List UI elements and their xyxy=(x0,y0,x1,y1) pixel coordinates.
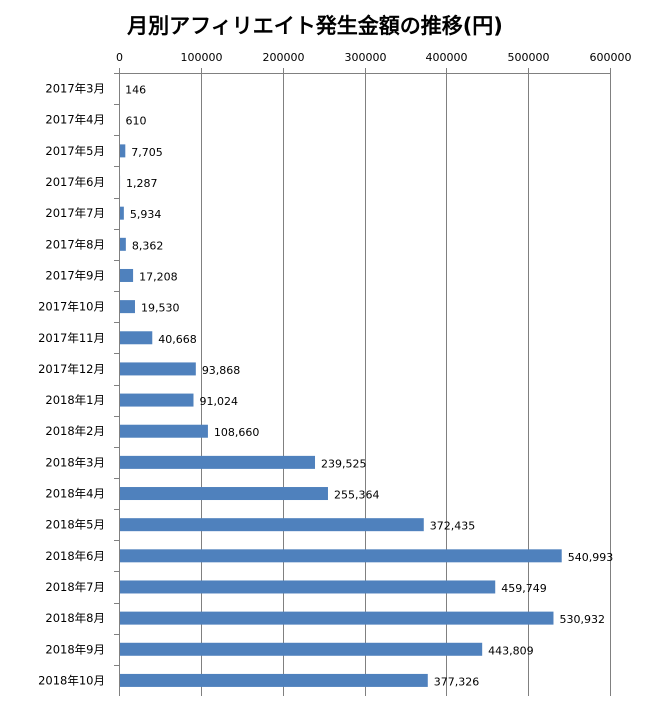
x-tick-label: 400000 xyxy=(426,51,468,64)
category-label: 2017年12月 xyxy=(38,362,105,376)
category-label: 2017年7月 xyxy=(45,206,105,220)
value-label: 146 xyxy=(125,84,146,97)
value-label: 108,660 xyxy=(214,426,260,439)
bar xyxy=(120,673,428,687)
category-label: 2018年5月 xyxy=(45,518,105,532)
category-label: 2018年1月 xyxy=(45,393,105,407)
value-label: 91,024 xyxy=(199,395,238,408)
bar xyxy=(120,487,328,501)
bar xyxy=(120,331,153,345)
value-label: 377,326 xyxy=(434,675,480,688)
bar xyxy=(120,611,554,625)
category-label: 2017年3月 xyxy=(45,82,105,96)
category-label: 2017年9月 xyxy=(45,268,105,282)
bar xyxy=(120,518,424,532)
category-label: 2017年4月 xyxy=(45,113,105,127)
value-label: 530,932 xyxy=(559,613,605,626)
bar xyxy=(120,206,124,220)
bar xyxy=(120,237,126,251)
x-axis-ticks: 0 100000 200000 300000 400000 500000 600000 xyxy=(116,51,632,74)
value-labels: 146 610 7,705 1,287 5,934 8,362 17,208 19,530 40… xyxy=(125,84,613,689)
x-tick-label: 100000 xyxy=(181,51,223,64)
bar xyxy=(120,642,483,656)
bar xyxy=(120,362,196,376)
category-label: 2018年4月 xyxy=(45,487,105,501)
bar xyxy=(120,580,496,594)
category-label: 2018年10月 xyxy=(38,673,105,687)
value-label: 239,525 xyxy=(321,457,367,470)
value-label: 8,362 xyxy=(132,239,164,252)
bar xyxy=(120,393,194,407)
value-label: 7,705 xyxy=(131,146,163,159)
x-tick-label: 300000 xyxy=(345,51,387,64)
x-tick-label: 600000 xyxy=(590,51,632,64)
value-label: 40,668 xyxy=(158,333,197,346)
chart-title: 月別アフィリエイト発生金額の推移(円) xyxy=(126,14,503,38)
gridlines xyxy=(201,73,611,696)
bar xyxy=(120,549,562,563)
bar xyxy=(120,268,134,282)
bar xyxy=(120,455,316,469)
category-label: 2018年2月 xyxy=(45,424,105,438)
category-label: 2017年11月 xyxy=(38,331,105,345)
value-label: 540,993 xyxy=(568,551,614,564)
category-label: 2017年5月 xyxy=(45,144,105,158)
x-tick-label: 500000 xyxy=(508,51,550,64)
value-label: 19,530 xyxy=(141,302,180,315)
category-label: 2018年8月 xyxy=(45,611,105,625)
value-label: 459,749 xyxy=(501,582,546,595)
category-label: 2017年8月 xyxy=(45,237,105,251)
category-label: 2017年10月 xyxy=(38,300,105,314)
category-labels: 2017年3月 2017年4月 2017年5月 2017年6月 2017年7月 2017年… xyxy=(38,73,119,687)
value-label: 372,435 xyxy=(430,520,476,533)
value-label: 93,868 xyxy=(202,364,241,377)
category-label: 2018年6月 xyxy=(45,549,105,563)
bars xyxy=(120,144,562,687)
category-label: 2018年9月 xyxy=(45,642,105,656)
value-label: 17,208 xyxy=(139,270,178,283)
value-label: 1,287 xyxy=(126,177,158,190)
x-tick-label: 0 xyxy=(116,51,123,64)
value-label: 5,934 xyxy=(130,208,162,221)
value-label: 610 xyxy=(125,115,146,128)
category-label: 2018年7月 xyxy=(45,580,105,594)
category-label: 2017年6月 xyxy=(45,175,105,189)
bar xyxy=(120,300,135,314)
x-tick-label: 200000 xyxy=(263,51,305,64)
value-label: 443,809 xyxy=(488,644,534,657)
category-label: 2018年3月 xyxy=(45,455,105,469)
bar xyxy=(120,424,208,438)
value-label: 255,364 xyxy=(334,489,380,502)
bar xyxy=(120,144,126,158)
